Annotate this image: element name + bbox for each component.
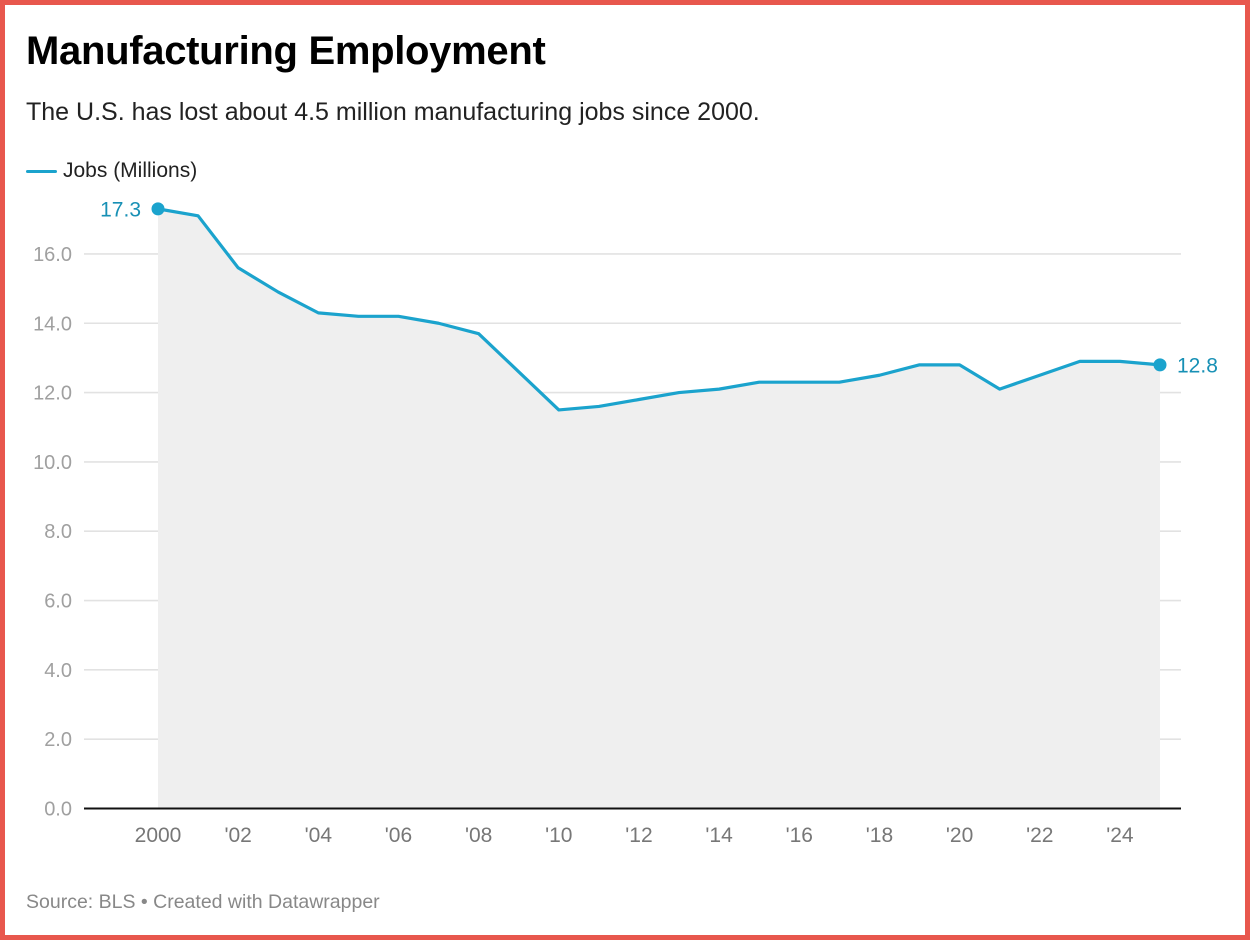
- chart-subtitle: The U.S. has lost about 4.5 million manu…: [26, 98, 760, 126]
- x-tick-label: 2000: [135, 824, 182, 847]
- x-tick-label: '10: [545, 824, 572, 847]
- y-tick-label: 14.0: [33, 313, 72, 335]
- x-tick-label: '12: [625, 824, 652, 847]
- x-axis-ticks: 2000 '02 '04 '06 '08 '10 '12 '14 '16 '18 '20 '22 '24: [135, 824, 1134, 847]
- x-tick-label: '22: [1026, 824, 1053, 847]
- x-tick-label: '20: [946, 824, 973, 847]
- y-tick-label: 8.0: [44, 521, 72, 543]
- x-tick-label: '06: [385, 824, 412, 847]
- endpoint-markers: 17.3 12.8: [100, 198, 1218, 377]
- y-tick-label: 4.0: [44, 660, 72, 682]
- y-tick-label: 12.0: [33, 383, 72, 405]
- x-tick-label: '02: [224, 824, 251, 847]
- endpoint-marker-2025: [1153, 358, 1167, 372]
- y-axis-ticks: 0.0 2.0 4.0 6.0 8.0 10.0 12.0 14.0 16.0: [33, 244, 72, 821]
- y-tick-label: 10.0: [33, 452, 72, 474]
- endpoint-marker-2000: [151, 202, 165, 216]
- data-label-2000: 17.3: [100, 198, 141, 221]
- series-line-jobs: [157, 207, 1161, 412]
- y-tick-label: 6.0: [44, 591, 72, 613]
- x-tick-label: '16: [786, 824, 813, 847]
- area-fill: [158, 208, 1160, 809]
- x-tick-label: '18: [866, 824, 893, 847]
- x-tick-label: '14: [705, 824, 733, 847]
- data-label-2025: 12.8: [1177, 354, 1218, 377]
- legend-label-jobs: Jobs (Millions): [63, 159, 198, 182]
- legend-swatch-jobs: [26, 169, 57, 173]
- source-note: Source: BLS • Created with Datawrapper: [26, 891, 380, 913]
- legend: Jobs (Millions): [26, 159, 197, 183]
- y-tick-label: 0.0: [44, 799, 72, 821]
- chart-title: Manufacturing Employment: [26, 29, 546, 73]
- y-tick-label: 2.0: [44, 729, 72, 751]
- y-tick-label: 16.0: [33, 244, 72, 266]
- x-tick-label: '08: [465, 824, 492, 847]
- x-tick-label: '04: [305, 824, 333, 847]
- x-tick-label: '24: [1106, 824, 1134, 847]
